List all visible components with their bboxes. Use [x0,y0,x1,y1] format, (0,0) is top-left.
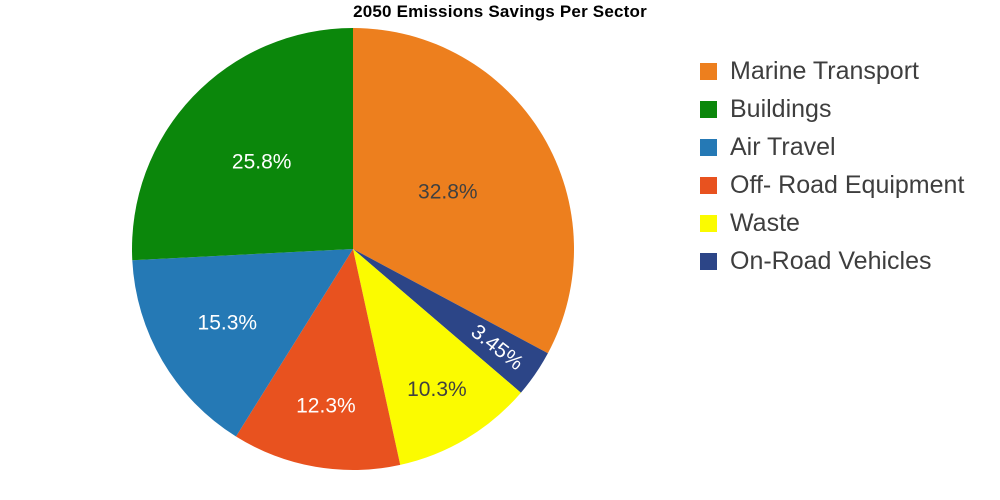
legend: Marine Transport Buildings Air Travel Off- … [700,52,964,280]
pie-slice-label-waste: 10.3% [407,378,467,401]
pie-slice-off-road-equipment[interactable] [236,249,401,471]
legend-swatch-waste [700,214,717,232]
pie-slice-label-marine-transport: 32.8% [418,181,478,204]
legend-swatch-on-road-vehicles [700,252,717,270]
legend-swatch-marine-transport [700,62,717,80]
pie-slice-marine-transport[interactable] [353,28,575,354]
legend-item-waste[interactable]: Waste [700,204,964,242]
pie-slice-buildings[interactable] [132,28,353,261]
chart-title: 2050 Emissions Savings Per Sector [353,2,647,21]
legend-label-off-road-equipment: Off- Road Equipment [730,170,965,199]
legend-item-on-road-vehicles[interactable]: On-Road Vehicles [700,242,964,280]
legend-item-off-road-equipment[interactable]: Off- Road Equipment [700,166,964,204]
pie-slice-label-air-travel: 15.3% [198,312,258,335]
legend-label-air-travel: Air Travel [730,132,836,161]
pie-slice-waste[interactable] [353,249,521,465]
legend-swatch-off-road-equipment [700,176,717,194]
legend-label-marine-transport: Marine Transport [730,56,919,85]
pie-slice-label-off-road-equipment: 12.3% [296,394,356,417]
legend-label-buildings: Buildings [730,94,832,123]
pie-slice-on-road-vehicles[interactable] [353,249,548,393]
pie-slice-label-buildings: 25.8% [232,151,292,174]
legend-item-buildings[interactable]: Buildings [700,90,964,128]
legend-swatch-buildings [700,100,717,118]
pie-slice-air-travel[interactable] [132,249,353,437]
legend-item-air-travel[interactable]: Air Travel [700,128,964,166]
legend-label-waste: Waste [730,208,800,237]
legend-swatch-air-travel [700,138,717,156]
legend-item-marine-transport[interactable]: Marine Transport [700,52,964,90]
legend-label-on-road-vehicles: On-Road Vehicles [730,246,932,275]
